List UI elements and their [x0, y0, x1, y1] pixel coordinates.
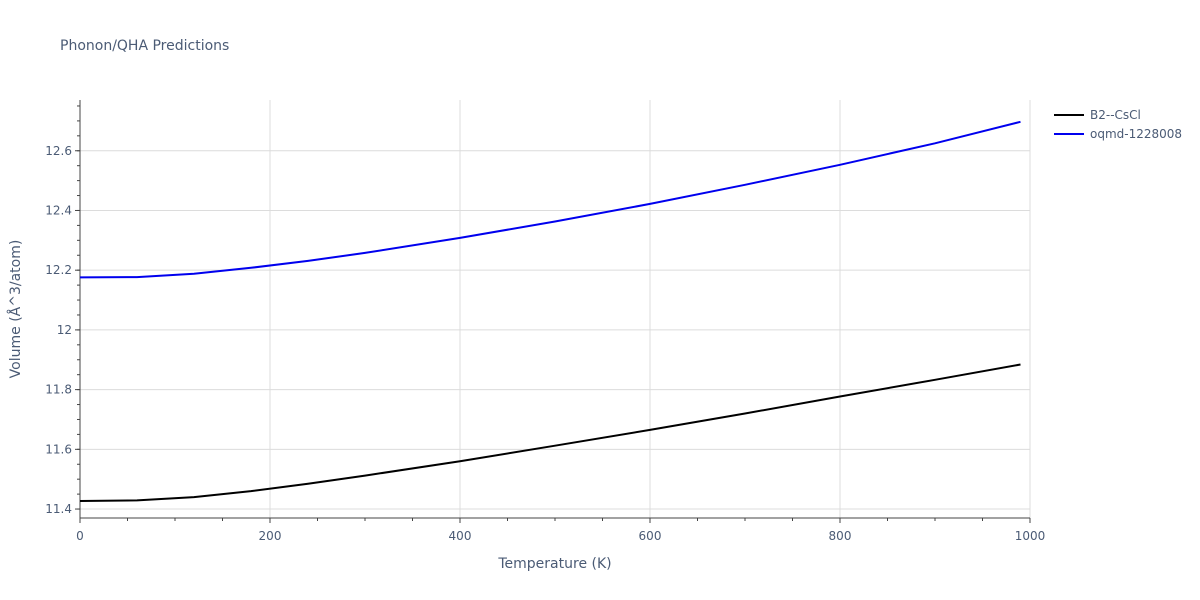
y-tick-label: 11.8 [45, 383, 72, 397]
y-tick-label: 11.4 [45, 502, 72, 516]
y-tick-label: 12.4 [45, 203, 72, 217]
legend-item-2[interactable]: oqmd-1228008 [1054, 127, 1182, 141]
x-tick-label: 600 [639, 529, 662, 543]
x-tick-label: 1000 [1015, 529, 1046, 543]
series-group [79, 120, 1021, 502]
series-line-2[interactable] [79, 120, 1021, 279]
grid-lines [80, 100, 1031, 518]
y-tick-label: 12.6 [45, 144, 72, 158]
y-axis-title: Volume (Å^3/atom) [7, 240, 24, 379]
x-tick-label: 800 [829, 529, 852, 543]
x-axis-title: Temperature (K) [497, 556, 611, 572]
y-tick-label: 12.2 [45, 263, 72, 277]
x-tick-label: 400 [449, 529, 472, 543]
chart-title: Phonon/QHA Predictions [60, 38, 229, 54]
y-tick-label: 11.6 [45, 442, 72, 456]
legend[interactable]: B2--CsCl oqmd-1228008 [1054, 108, 1182, 141]
x-tick-label: 200 [259, 529, 282, 543]
series-line-1[interactable] [79, 363, 1021, 502]
axes: 11.4 11.6 11.8 12 12.2 12.4 12.6 0 200 400 600 800 1… [45, 100, 1045, 543]
y-tick-label: 12 [57, 323, 72, 337]
legend-label: B2--CsCl [1090, 108, 1141, 122]
legend-item-1[interactable]: B2--CsCl [1054, 108, 1141, 122]
x-tick-label: 0 [76, 529, 84, 543]
legend-label: oqmd-1228008 [1090, 127, 1182, 141]
